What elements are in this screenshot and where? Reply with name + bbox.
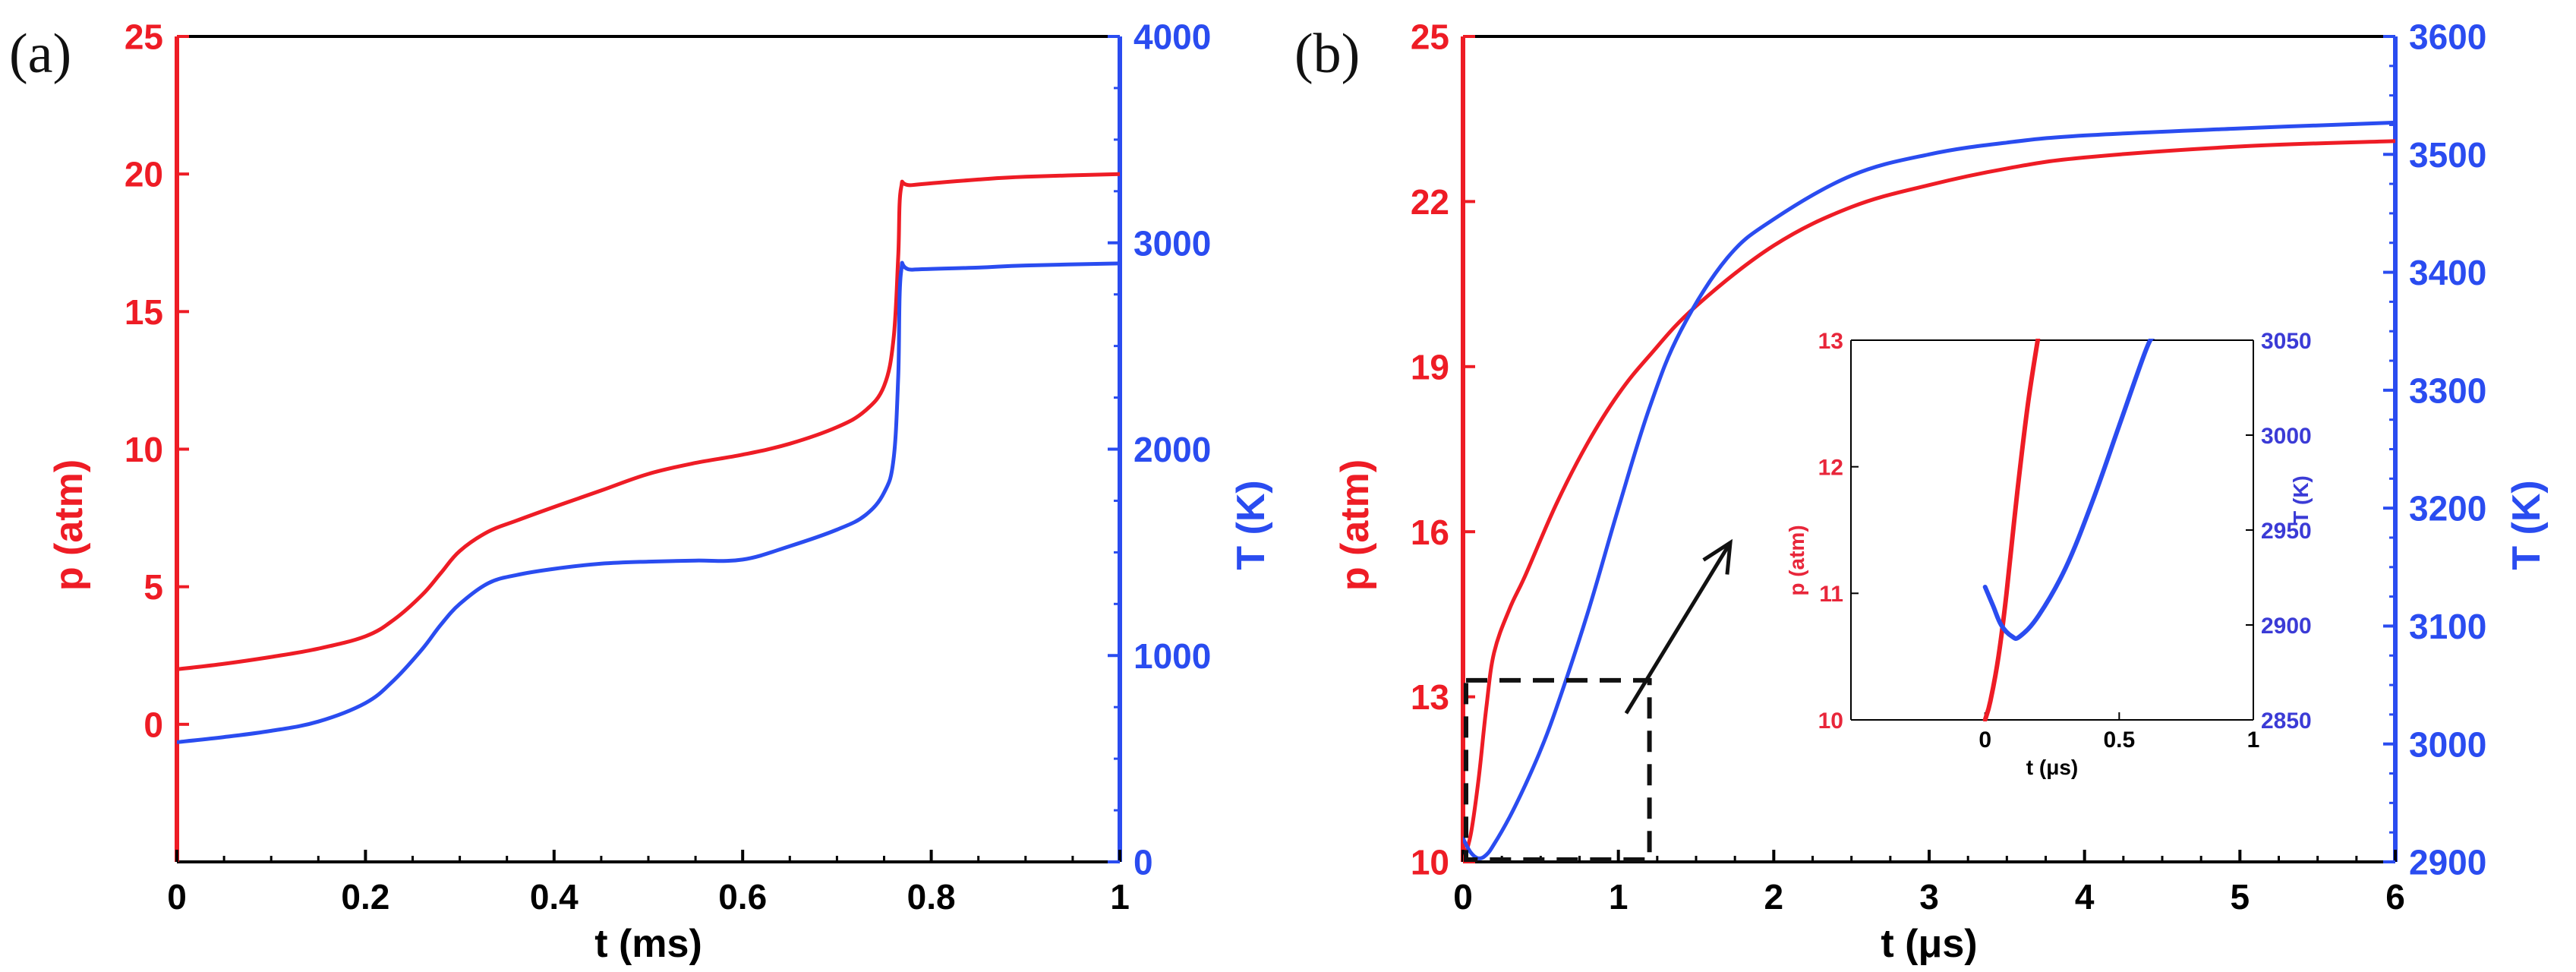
right-y-tick-label: 3500 bbox=[2409, 135, 2486, 175]
right-y-axis-title: T (K) bbox=[2289, 475, 2313, 524]
left-y-tick-label: 25 bbox=[125, 17, 163, 57]
zoom-region-box bbox=[1464, 677, 1652, 862]
left-y-tick-label: 0 bbox=[143, 705, 163, 744]
panel-b: 0 1 2 3 4 5 6101316192225290030003100320033003… bbox=[1294, 17, 2549, 966]
x-tick-label: 6 bbox=[2385, 877, 2405, 917]
left-y-tick-label: 10 bbox=[1411, 843, 1449, 882]
right-y-tick-label: 3000 bbox=[1134, 223, 1211, 263]
x-tick-label: 1 bbox=[1110, 877, 1130, 917]
right-y-tick-label: 2900 bbox=[2261, 614, 2312, 639]
zoom-arrow-head bbox=[1702, 538, 1733, 575]
left-y-axis-title: p (atm) bbox=[47, 459, 91, 591]
x-tick-label: 3 bbox=[1919, 877, 1939, 917]
left-y-tick-label: 16 bbox=[1411, 513, 1449, 552]
right-y-axis-title: T (K) bbox=[1229, 480, 1273, 570]
panel-a: 0 0.2 0.4 0.6 0.8 105101520250100020003000400… bbox=[9, 17, 1273, 966]
left-y-axis-title: p (atm) bbox=[1785, 525, 1808, 595]
x-axis-title: t (μs) bbox=[1881, 922, 1977, 966]
left-y-tick-label: 5 bbox=[143, 567, 163, 607]
right-y-tick-label: 3100 bbox=[2409, 607, 2486, 646]
x-tick-label: 5 bbox=[2231, 877, 2250, 917]
left-y-tick-label: 10 bbox=[1818, 708, 1843, 734]
x-tick-label: 1 bbox=[2247, 727, 2260, 753]
series-line-T bbox=[177, 260, 1120, 744]
right-y-tick-label: 3600 bbox=[2409, 17, 2486, 57]
right-y-tick-label: 2900 bbox=[2409, 843, 2486, 882]
inset-chart: 0 0.5 1 10 11 12 13 2850 2900 2950 3000 3050 t (μs) p… bbox=[1785, 329, 2313, 779]
right-y-tick-label: 3400 bbox=[2409, 253, 2486, 292]
x-tick-label: 0 bbox=[1453, 877, 1473, 917]
left-y-tick-label: 19 bbox=[1411, 347, 1449, 387]
left-y-tick-label: 13 bbox=[1411, 677, 1449, 717]
right-y-tick-label: 3300 bbox=[2409, 371, 2486, 410]
left-y-tick-label: 22 bbox=[1411, 182, 1449, 222]
x-tick-label: 2 bbox=[1764, 877, 1784, 917]
right-y-tick-label: 0 bbox=[1134, 843, 1153, 882]
x-axis-title: t (ms) bbox=[594, 922, 702, 966]
x-axis-title: t (μs) bbox=[2026, 756, 2078, 779]
right-y-tick-label: 2000 bbox=[1134, 430, 1211, 469]
series-line-p bbox=[1463, 139, 2395, 863]
right-y-axis-title: T (K) bbox=[2505, 480, 2549, 570]
series-line-T bbox=[1982, 339, 2155, 641]
right-y-tick-label: 3050 bbox=[2261, 329, 2312, 354]
left-y-tick-label: 11 bbox=[1819, 582, 1843, 607]
right-y-tick-label: 2950 bbox=[2261, 519, 2312, 544]
left-y-tick-label: 15 bbox=[125, 292, 163, 332]
left-y-axis-title: p (atm) bbox=[1333, 459, 1377, 591]
x-tick-label: 0.2 bbox=[341, 877, 389, 917]
right-y-tick-label: 3000 bbox=[2261, 424, 2312, 449]
right-y-tick-label: 3000 bbox=[2409, 724, 2486, 764]
x-tick-label: 0.8 bbox=[907, 877, 956, 917]
x-tick-label: 0.6 bbox=[718, 877, 767, 917]
right-y-tick-label: 4000 bbox=[1134, 17, 1211, 57]
right-y-tick-label: 3200 bbox=[2409, 489, 2486, 529]
x-tick-label: 0.5 bbox=[2103, 727, 2135, 753]
x-tick-label: 0.4 bbox=[530, 877, 579, 917]
right-y-tick-label: 1000 bbox=[1134, 636, 1211, 676]
series-line-p bbox=[177, 172, 1120, 671]
left-y-tick-label: 10 bbox=[125, 430, 163, 469]
left-y-tick-label: 13 bbox=[1818, 329, 1843, 354]
series-line-T bbox=[1463, 120, 2395, 860]
left-y-tick-label: 12 bbox=[1818, 455, 1843, 480]
x-tick-label: 1 bbox=[1609, 877, 1629, 917]
panel-label-a: (a) bbox=[9, 23, 71, 85]
panel-label-b: (b) bbox=[1294, 23, 1360, 85]
inset-background bbox=[1851, 340, 2253, 720]
zoom-arrow-line bbox=[1624, 541, 1733, 715]
series-line-p bbox=[1982, 339, 2041, 721]
x-tick-label: 0 bbox=[167, 877, 187, 917]
left-y-tick-label: 25 bbox=[1411, 17, 1449, 57]
right-y-tick-label: 2850 bbox=[2261, 708, 2312, 734]
x-tick-label: 0 bbox=[1979, 727, 1991, 753]
left-y-tick-label: 20 bbox=[125, 155, 163, 194]
x-tick-label: 4 bbox=[2075, 877, 2095, 917]
